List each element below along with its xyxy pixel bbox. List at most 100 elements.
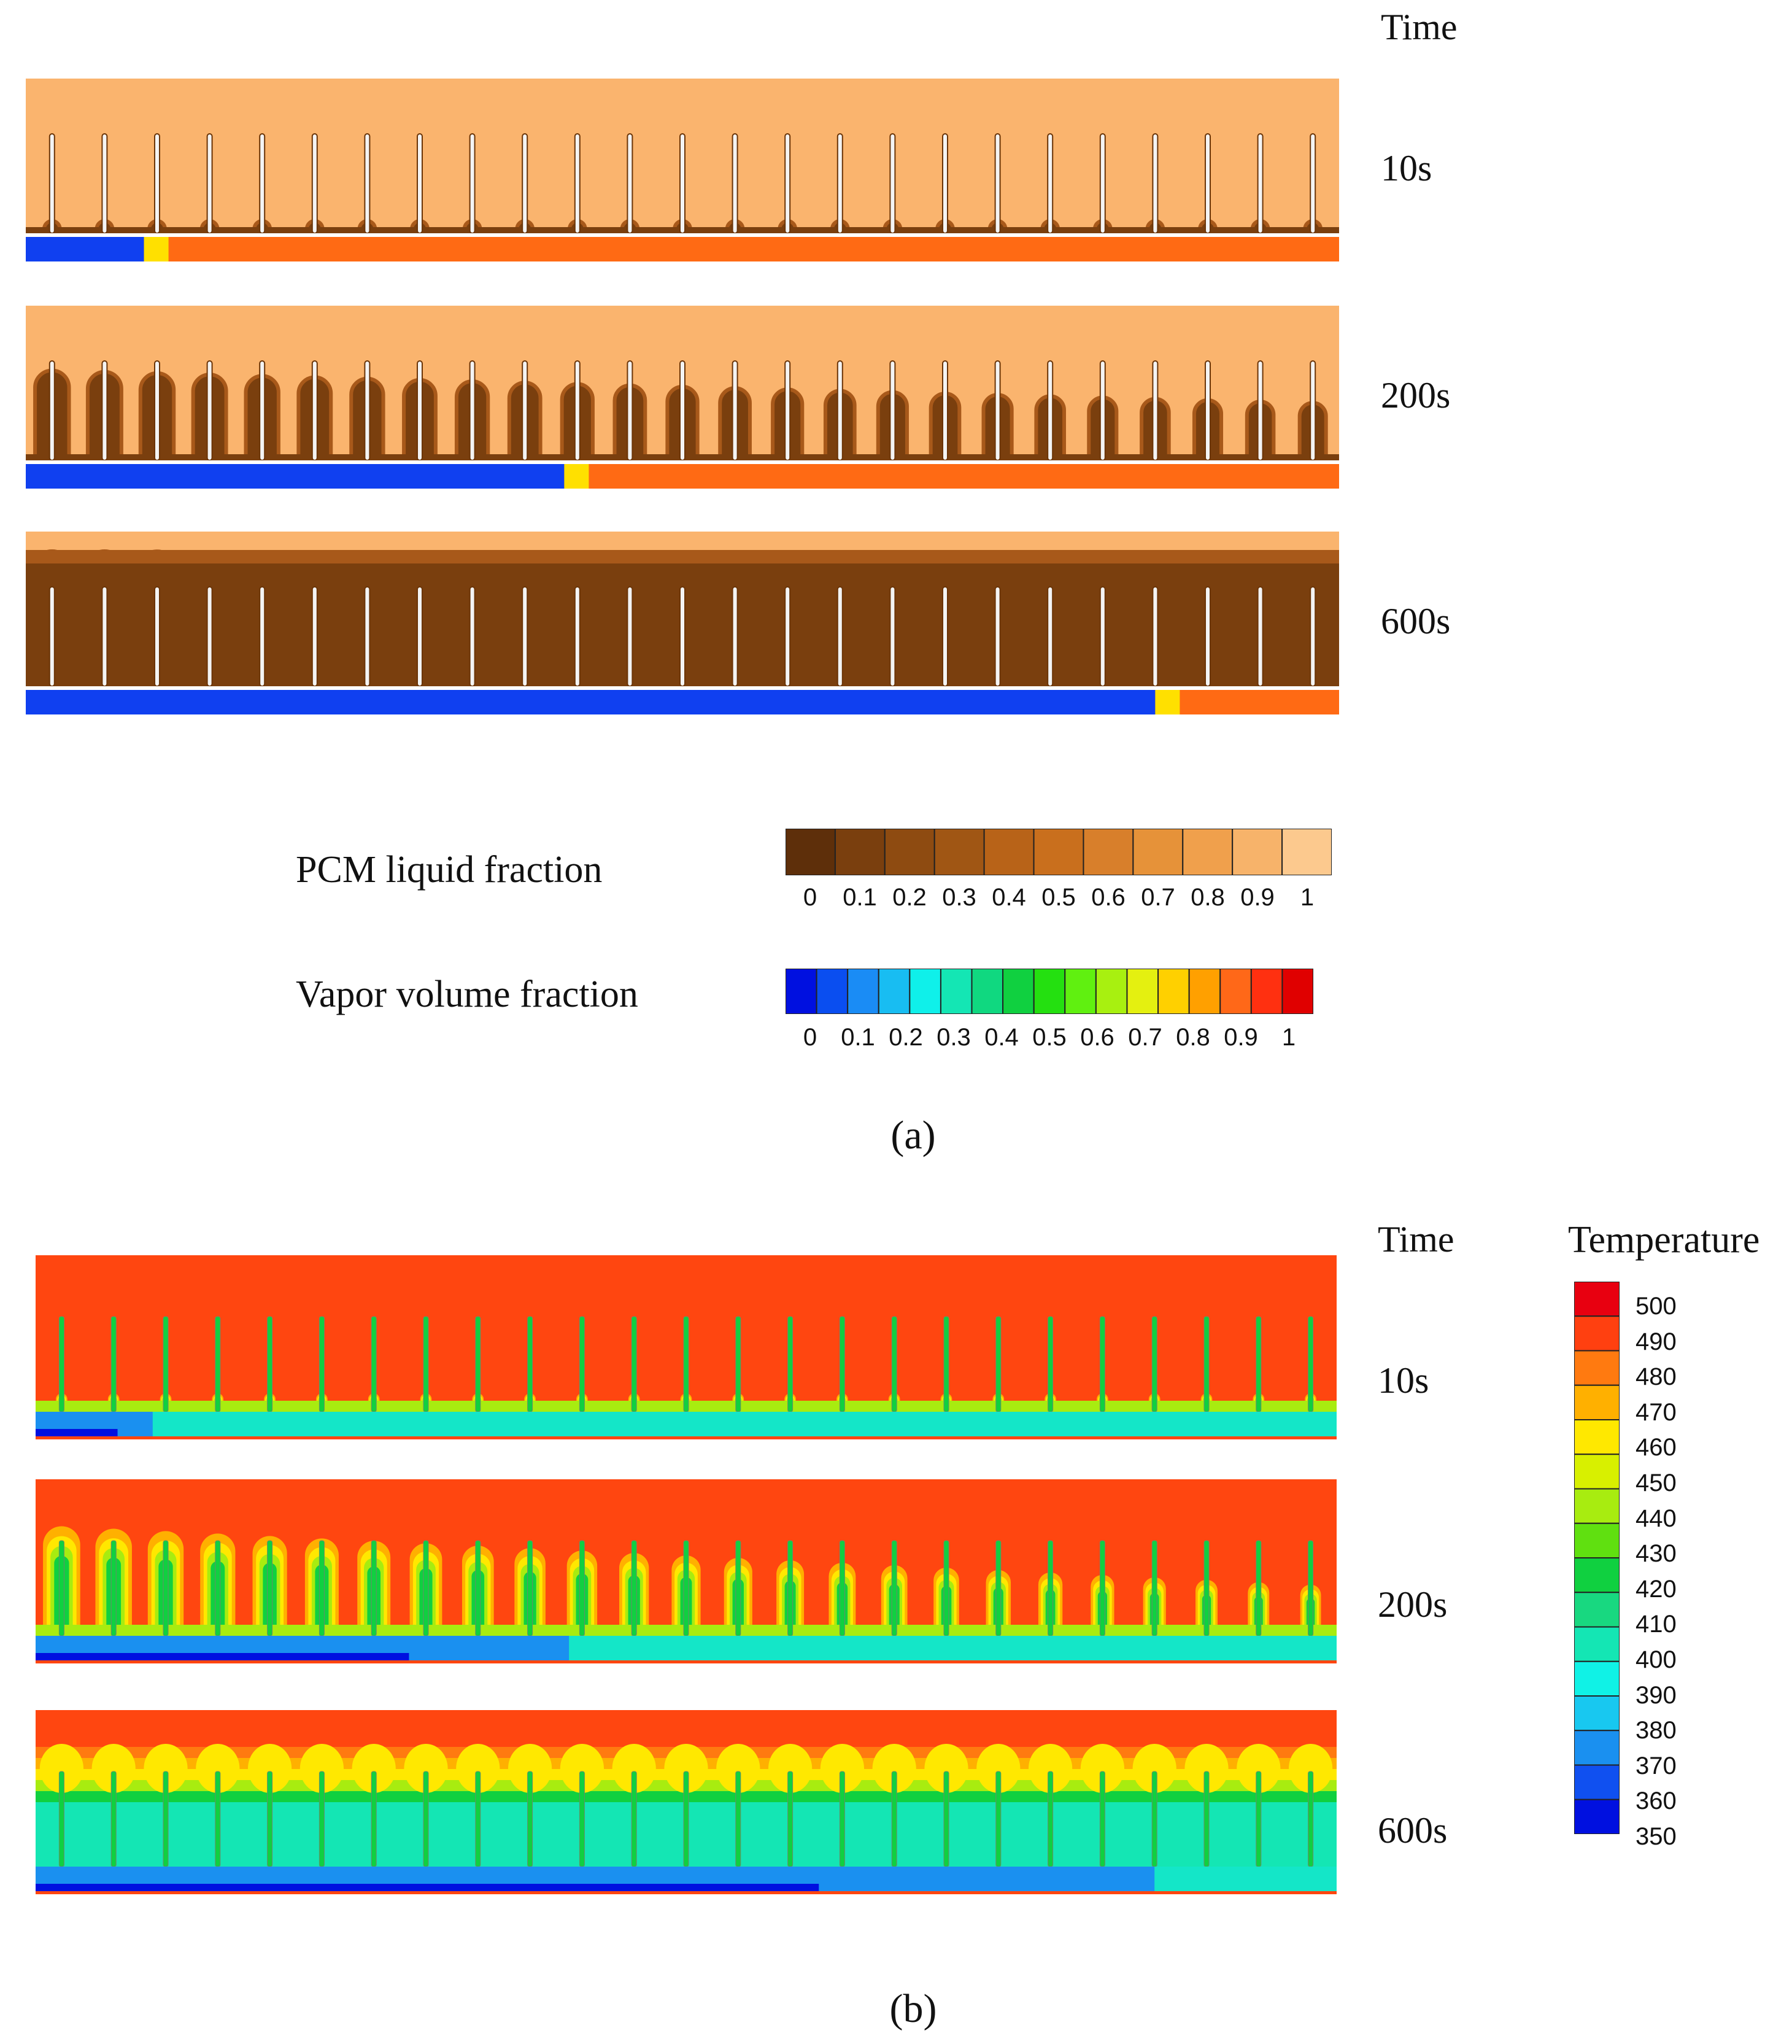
colorbar-tick-label: 420 [1636, 1575, 1677, 1603]
fin [371, 1316, 377, 1412]
colorbar-swatch [1157, 969, 1190, 1014]
colorbar-tick-label: 370 [1636, 1752, 1677, 1779]
channel-coldest-zone [36, 1884, 819, 1891]
colorbar-tick-label: 0.9 [1240, 884, 1275, 911]
fin [679, 360, 686, 461]
colorbar-tick-label: 0.5 [1041, 884, 1076, 911]
fin [522, 360, 528, 461]
fin [110, 1316, 117, 1412]
fin [48, 360, 55, 461]
fin [942, 360, 948, 461]
fin [891, 1540, 897, 1636]
fin [836, 586, 843, 687]
fin [319, 1540, 325, 1636]
fin [259, 360, 266, 461]
colorbar-swatch [1574, 1764, 1620, 1800]
fin [943, 1771, 949, 1867]
channel-wall [26, 460, 1339, 464]
fin [889, 360, 896, 461]
colorbar-tick-label: 380 [1636, 1717, 1677, 1744]
isotherm-bump [768, 1744, 813, 1793]
fin [574, 133, 581, 234]
fin [889, 586, 896, 687]
fin [469, 360, 476, 461]
colorbar-tick-label: 0.4 [984, 1024, 1019, 1051]
isotherm-bump [91, 1744, 136, 1793]
fin [267, 1540, 273, 1636]
vapor-channel-mixed [564, 464, 1339, 489]
colorbar-swatch [1033, 969, 1066, 1014]
colorbar-swatch [1219, 969, 1252, 1014]
colorbar-swatch [1281, 969, 1313, 1014]
fin [58, 1540, 64, 1636]
fin [110, 1540, 117, 1636]
fin [423, 1316, 429, 1412]
isotherm-bump [1080, 1744, 1125, 1793]
colorbar-swatch [816, 969, 849, 1014]
fin [1099, 1771, 1105, 1867]
fin [1151, 1316, 1157, 1412]
colorbar-tick-label: 0.7 [1141, 884, 1175, 911]
colorbar-swatch [1574, 1660, 1620, 1697]
colorbar-swatch [1083, 829, 1134, 875]
fin [1257, 360, 1264, 461]
vapor-legend-title: Vapor volume fraction [296, 974, 638, 1015]
colorbar-swatch [1182, 829, 1234, 875]
fin [787, 1540, 794, 1636]
fin [631, 1771, 637, 1867]
colorbar-tick-label: 430 [1636, 1540, 1677, 1568]
vapor-channel-liquid [26, 464, 565, 489]
isotherm-bump [508, 1744, 552, 1793]
colorbar-swatch [1095, 969, 1128, 1014]
fin [1099, 586, 1106, 687]
fin [371, 1771, 377, 1867]
colorbar-swatch [878, 969, 911, 1014]
colorbar-swatch [1574, 1454, 1620, 1490]
colorbar-swatch [884, 829, 935, 875]
vapor-front [144, 237, 169, 261]
colorbar-tick-label: 0.8 [1191, 884, 1225, 911]
isotherm-bump [560, 1744, 604, 1793]
pcm-legend-title: PCM liquid fraction [296, 849, 603, 891]
fin [1203, 1316, 1210, 1412]
colorbar-swatch [983, 829, 1035, 875]
fin [994, 586, 1001, 687]
colorbar-swatch [940, 969, 973, 1014]
fin [627, 360, 633, 461]
isotherm-bump [1028, 1744, 1073, 1793]
isotherm-bump [664, 1744, 708, 1793]
fin [732, 360, 738, 461]
fin [1152, 360, 1159, 461]
colorbar-swatch [1574, 1522, 1620, 1558]
channel-fluid [36, 1412, 1337, 1436]
panel-a-time-200s: 200s [1381, 375, 1451, 416]
fin [732, 586, 738, 687]
fin [839, 1540, 845, 1636]
colorbar-swatch [1126, 969, 1159, 1014]
channel-coldest-zone [36, 1653, 409, 1660]
colorbar-swatch [1250, 969, 1283, 1014]
fin [1152, 586, 1159, 687]
isotherm-bump [299, 1744, 344, 1793]
colorbar-swatch [847, 969, 879, 1014]
fin [1310, 360, 1316, 461]
panel-a-caption: (a) [890, 1113, 936, 1158]
vapor-front [1155, 690, 1180, 714]
fin [1203, 1540, 1210, 1636]
colorbar-swatch [971, 969, 1004, 1014]
isotherm-bump [144, 1744, 188, 1793]
isotherm-bump [39, 1744, 84, 1793]
panel-b-time-header: Time [1378, 1219, 1454, 1260]
colorbar-swatch [1574, 1557, 1620, 1593]
fin [206, 586, 213, 687]
fin [735, 1316, 741, 1412]
fin [371, 1540, 377, 1636]
colorbar-swatch [1574, 1315, 1620, 1352]
fin [48, 586, 55, 687]
colorbar-tick-label: 400 [1636, 1646, 1677, 1673]
colorbar-tick-label: 0.1 [843, 884, 877, 911]
fin [364, 360, 371, 461]
fin [215, 1316, 221, 1412]
colorbar-tick-label: 0 [803, 884, 817, 911]
fin [579, 1316, 585, 1412]
